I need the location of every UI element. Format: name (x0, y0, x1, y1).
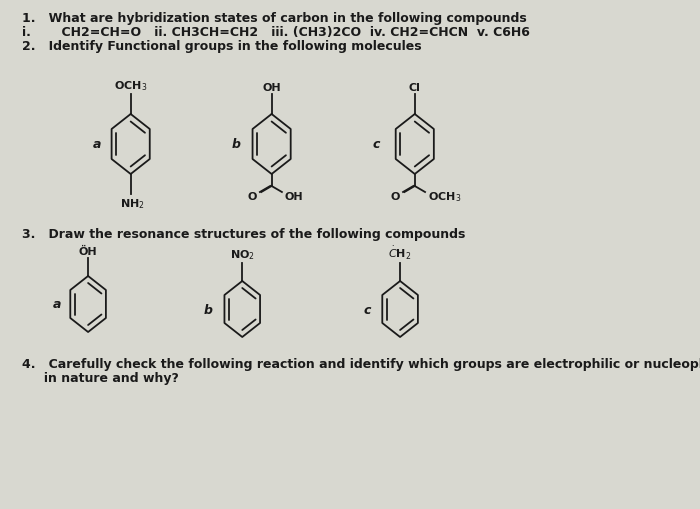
Text: O: O (248, 191, 257, 202)
Text: OCH$_3$: OCH$_3$ (428, 190, 461, 204)
Text: in nature and why?: in nature and why? (22, 371, 179, 384)
Text: Cl: Cl (409, 83, 421, 93)
Text: b: b (203, 303, 212, 316)
Text: 1.   What are hybridization states of carbon in the following compounds: 1. What are hybridization states of carb… (22, 12, 527, 25)
Text: 2.   Identify Functional groups in the following molecules: 2. Identify Functional groups in the fol… (22, 40, 421, 53)
Text: NO$_2$: NO$_2$ (230, 248, 255, 262)
Text: i.       CH2=CH=O   ii. CH3CH=CH2   iii. (CH3)2CO  iv. CH2=CHCN  v. C6H6: i. CH2=CH=O ii. CH3CH=CH2 iii. (CH3)2CO … (22, 26, 530, 39)
Text: 3.   Draw the resonance structures of the following compounds: 3. Draw the resonance structures of the … (22, 228, 466, 241)
Text: b: b (231, 138, 240, 151)
Text: c: c (372, 138, 379, 151)
Text: $\dot{C}$H$_2$: $\dot{C}$H$_2$ (389, 244, 412, 262)
Text: c: c (363, 303, 371, 316)
Text: a: a (53, 298, 61, 311)
Text: NH$_2$: NH$_2$ (120, 196, 144, 210)
Text: ÖH: ÖH (79, 246, 97, 257)
Text: OCH$_3$: OCH$_3$ (114, 79, 147, 93)
Text: OH: OH (262, 83, 281, 93)
Text: 4.   Carefully check the following reaction and identify which groups are electr: 4. Carefully check the following reactio… (22, 357, 700, 370)
Text: O: O (391, 191, 400, 202)
Text: a: a (92, 138, 101, 151)
Text: OH: OH (285, 191, 304, 202)
